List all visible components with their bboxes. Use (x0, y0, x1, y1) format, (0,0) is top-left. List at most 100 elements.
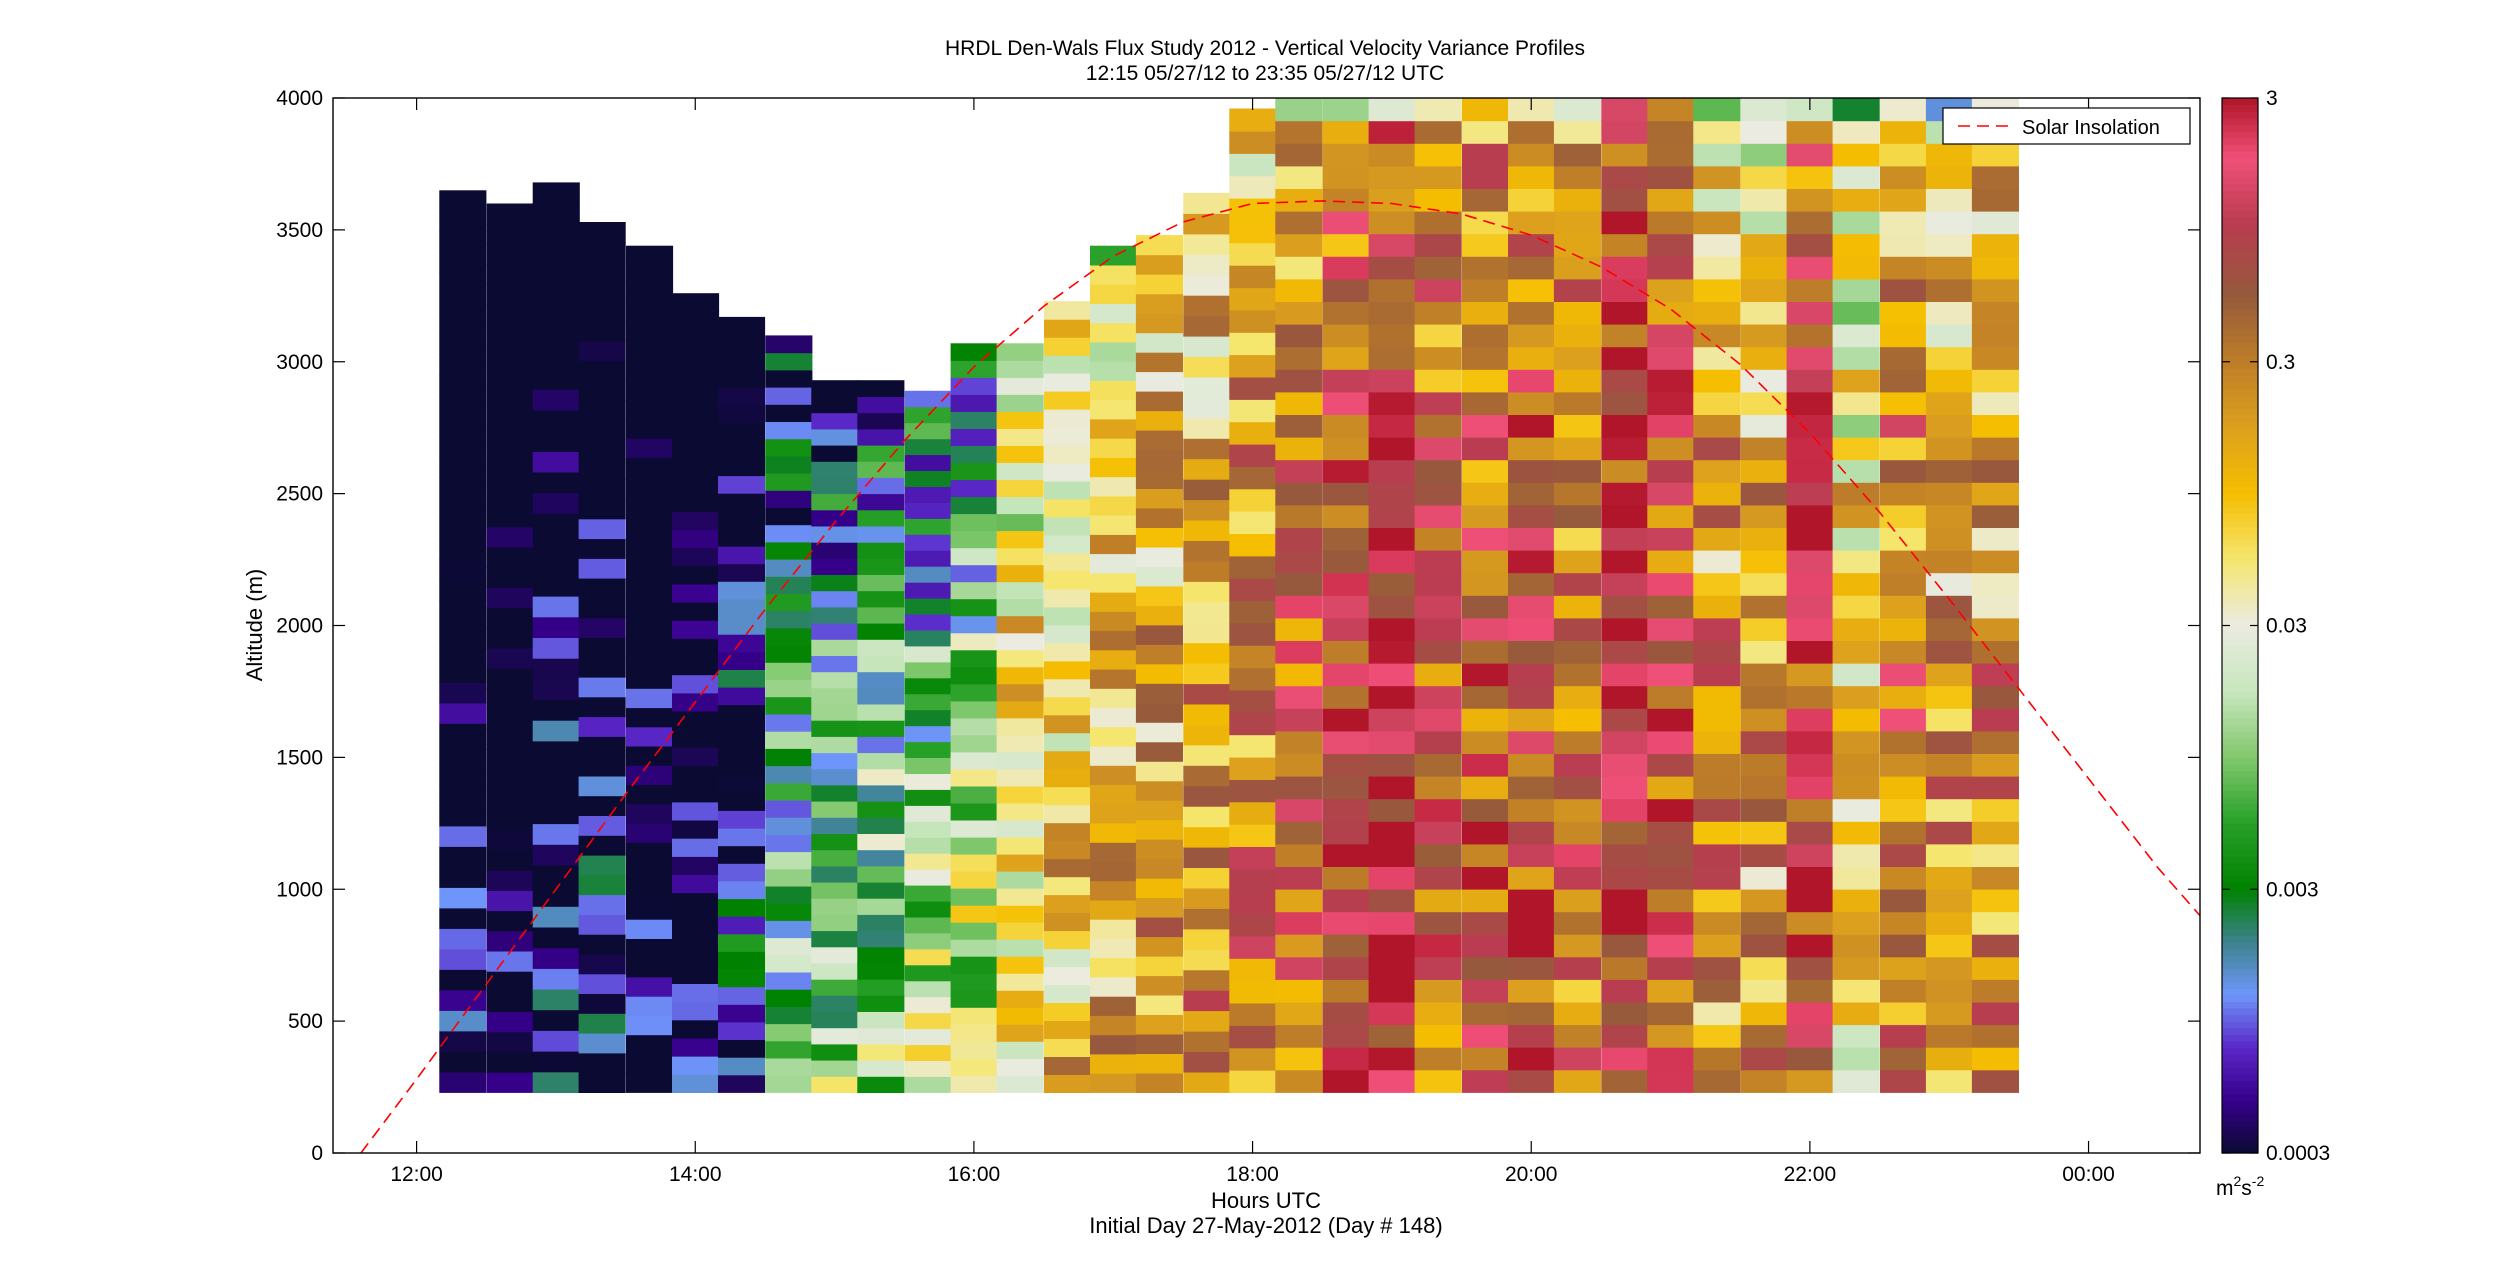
x-tick-label: 20:00 (1505, 1163, 1558, 1186)
heatmap-cell (1135, 410, 1183, 431)
heatmap-cell (1508, 550, 1556, 574)
colorbar-segment (2222, 513, 2258, 521)
heatmap-cell (996, 700, 1044, 719)
heatmap-cell (765, 576, 813, 594)
heatmap-cell (857, 946, 905, 964)
heatmap-cell (626, 957, 674, 978)
heatmap-cell (1693, 1069, 1741, 1093)
heatmap-cell (857, 703, 905, 721)
heatmap-cell (1553, 256, 1601, 280)
heatmap-cell (996, 360, 1044, 378)
heatmap-cell (486, 930, 534, 952)
heatmap-cell (626, 630, 674, 651)
heatmap-cell (1322, 324, 1370, 348)
heatmap-cell (1229, 332, 1277, 356)
heatmap-cell (1368, 188, 1416, 212)
chart-title: HRDL Den-Wals Flux Study 2012 - Vertical… (945, 37, 1585, 60)
heatmap-cell (578, 973, 626, 994)
heatmap-cell (626, 322, 674, 343)
y-axis-title: Altitude (m) (242, 569, 267, 681)
heatmap-cell (1925, 1024, 1973, 1048)
colorbar-segment (2222, 282, 2258, 290)
heatmap-cell (1832, 595, 1880, 619)
heatmap-cell (904, 885, 952, 902)
heatmap-cell (950, 956, 998, 974)
heatmap-cell (1368, 685, 1416, 709)
heatmap-cell (1462, 482, 1510, 506)
heatmap-cell (1832, 391, 1880, 415)
colorbar-segment (2222, 777, 2258, 785)
heatmap-cell (1880, 188, 1928, 212)
heatmap-cell (1462, 843, 1510, 867)
heatmap-cell (718, 598, 766, 618)
heatmap-cell (765, 920, 813, 939)
heatmap-cell (1462, 866, 1510, 890)
heatmap-cell (1971, 550, 2019, 574)
heatmap-cell (1832, 1001, 1880, 1026)
heatmap-cell (1414, 843, 1462, 867)
heatmap-cell (486, 1072, 534, 1093)
heatmap-cell (1275, 1001, 1323, 1026)
heatmap-cell (578, 657, 626, 678)
heatmap-cell (1740, 188, 1788, 212)
heatmap-cell (578, 696, 626, 718)
heatmap-cell (1601, 911, 1649, 935)
heatmap-cell (1183, 990, 1231, 1012)
heatmap-cell (1647, 414, 1695, 438)
colorbar-segment (2222, 309, 2258, 317)
heatmap-cell (1368, 956, 1416, 980)
heatmap-cell (486, 425, 534, 447)
heatmap-cell (1368, 256, 1416, 280)
heatmap-cell (1462, 979, 1510, 1003)
heatmap-cell (857, 995, 905, 1012)
heatmap-cell (1740, 730, 1788, 754)
heatmap-cell (1740, 369, 1788, 393)
heatmap-cell (486, 587, 534, 609)
heatmap-cell (578, 518, 626, 540)
heatmap-cell (1693, 437, 1741, 461)
colorbar-segment (2222, 975, 2258, 983)
heatmap-cell (1044, 1002, 1092, 1021)
heatmap-cell (1322, 1024, 1370, 1048)
heatmap-cell (1090, 1053, 1138, 1074)
heatmap-cell (950, 445, 998, 463)
heatmap-cell (1183, 254, 1231, 276)
heatmap-cell (532, 347, 580, 370)
heatmap-cell (1414, 550, 1462, 574)
heatmap-cell (996, 717, 1044, 736)
heatmap-cell (1647, 369, 1695, 393)
heatmap-cell (1462, 346, 1510, 370)
heatmap-cell (1090, 726, 1138, 747)
heatmap-cell (811, 1011, 859, 1029)
heatmap-cell (626, 341, 674, 362)
heatmap-cell (811, 671, 859, 689)
heatmap-cell (486, 647, 534, 669)
heatmap-cell (439, 805, 487, 827)
heatmap-cell (1601, 753, 1649, 777)
heatmap-cell (950, 1058, 998, 1076)
heatmap-cell (626, 245, 674, 266)
heatmap-cell (1044, 894, 1092, 914)
heatmap-cell (1786, 459, 1834, 483)
colorbar-segment (2222, 493, 2258, 501)
heatmap-cell (1183, 1071, 1231, 1093)
colorbar-segment (2222, 500, 2258, 508)
heatmap-cell (1880, 640, 1928, 664)
heatmap-cell (532, 844, 580, 866)
heatmap-cell (1368, 866, 1416, 890)
heatmap-cell (1414, 821, 1462, 845)
heatmap-cell (1414, 143, 1462, 167)
heatmap-cell (811, 849, 859, 867)
heatmap-cell (1880, 595, 1928, 619)
heatmap-cell (1275, 120, 1323, 144)
heatmap-cell (1090, 457, 1138, 478)
colorbar-segment (2222, 131, 2258, 139)
heatmap-cell (1647, 889, 1695, 913)
heatmap-cell (578, 795, 626, 816)
heatmap-cell (1229, 1070, 1277, 1093)
heatmap-cell (1971, 572, 2019, 596)
heatmap-cell (532, 244, 580, 266)
heatmap-cell (1275, 391, 1323, 415)
heatmap-cell (1647, 640, 1695, 664)
heatmap-cell (904, 1044, 952, 1061)
